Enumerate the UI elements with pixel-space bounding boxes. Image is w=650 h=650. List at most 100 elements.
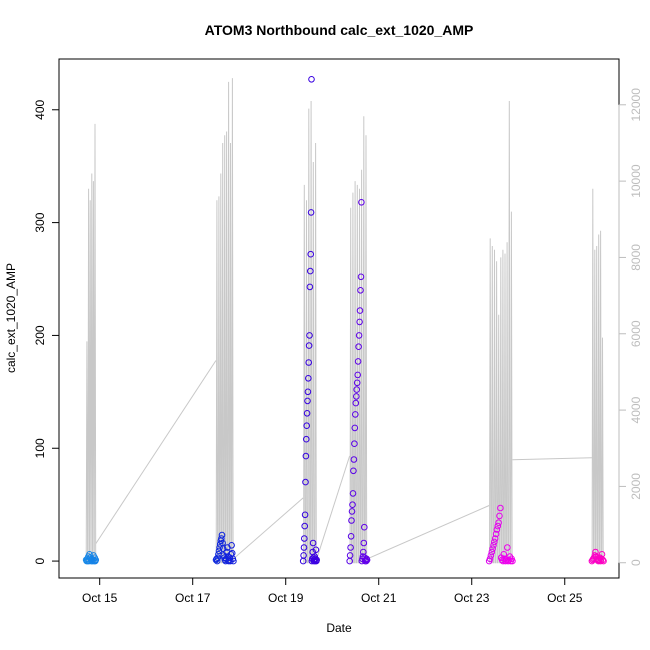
y-axis-right: 0 2000 4000 6000 8000 10000 12000 bbox=[618, 88, 643, 566]
data-point bbox=[493, 526, 501, 533]
data-point bbox=[360, 539, 368, 547]
data-point bbox=[301, 511, 309, 519]
data-point bbox=[504, 544, 511, 551]
data-point bbox=[354, 371, 362, 379]
x-tick-label: Oct 25 bbox=[547, 591, 583, 605]
data-point bbox=[509, 557, 516, 565]
data-point bbox=[349, 490, 357, 497]
data-point bbox=[489, 545, 496, 553]
data-point bbox=[356, 318, 363, 326]
data-point bbox=[490, 542, 497, 549]
data-point bbox=[592, 548, 599, 556]
data-point bbox=[307, 267, 314, 275]
data-point bbox=[495, 519, 502, 527]
data-point bbox=[303, 422, 311, 430]
data-point bbox=[302, 452, 310, 460]
data-point bbox=[305, 342, 313, 349]
data-point bbox=[214, 554, 222, 562]
x-tick-label: Oct 19 bbox=[268, 591, 304, 605]
line-segment-3 bbox=[349, 116, 368, 564]
line-segment-0 bbox=[85, 123, 97, 564]
data-point bbox=[350, 456, 358, 463]
data-point bbox=[347, 544, 354, 551]
line-segment-4 bbox=[489, 100, 513, 564]
data-point bbox=[357, 273, 365, 281]
data-point bbox=[350, 467, 357, 475]
y-axis-label: calc_ext_1020_AMP bbox=[4, 263, 18, 373]
data-point bbox=[497, 504, 504, 512]
data-point bbox=[305, 359, 313, 366]
data-point bbox=[346, 552, 354, 559]
y-tick-label: 300 bbox=[33, 212, 47, 232]
line-segment-2 bbox=[303, 100, 317, 564]
x-tick-label: Oct 17 bbox=[175, 591, 211, 605]
data-point bbox=[301, 535, 308, 542]
line-connector-4 bbox=[512, 457, 592, 461]
data-point bbox=[486, 555, 494, 563]
line-segment-5 bbox=[591, 188, 604, 564]
data-point bbox=[355, 332, 363, 339]
y2-tick-label: 10000 bbox=[629, 164, 643, 198]
data-point bbox=[313, 556, 321, 564]
data-point bbox=[492, 530, 500, 538]
line-connector-3 bbox=[366, 505, 490, 560]
line-segment-1 bbox=[215, 78, 234, 564]
data-point bbox=[355, 343, 362, 351]
data-point bbox=[351, 424, 359, 432]
data-point bbox=[349, 501, 356, 509]
data-point bbox=[500, 551, 508, 558]
line-connector-0 bbox=[95, 360, 217, 544]
points-series-layer bbox=[82, 76, 607, 565]
data-point bbox=[307, 209, 315, 216]
data-point bbox=[496, 512, 503, 520]
data-point bbox=[352, 411, 359, 418]
line-connector-1 bbox=[233, 497, 304, 560]
data-point bbox=[304, 388, 312, 396]
data-point bbox=[352, 399, 360, 407]
chart-title: ATOM3 Northbound calc_ext_1020_AMP bbox=[205, 22, 474, 38]
data-point bbox=[218, 535, 225, 542]
data-point bbox=[363, 556, 371, 564]
data-point bbox=[353, 386, 361, 393]
data-point bbox=[306, 332, 313, 339]
data-point bbox=[305, 375, 312, 382]
data-point bbox=[357, 287, 364, 294]
data-point bbox=[353, 393, 360, 400]
x-tick-label: Oct 21 bbox=[361, 591, 397, 605]
y2-tick-label: 8000 bbox=[629, 244, 643, 271]
data-point bbox=[348, 508, 356, 515]
data-point bbox=[216, 544, 223, 551]
y2-tick-label: 0 bbox=[629, 559, 643, 566]
data-point bbox=[228, 542, 235, 549]
data-point bbox=[218, 531, 226, 539]
data-point bbox=[307, 250, 315, 258]
data-point bbox=[358, 199, 365, 206]
data-point bbox=[302, 478, 309, 486]
y-tick-label: 100 bbox=[33, 438, 47, 458]
data-point bbox=[362, 557, 370, 565]
y2-tick-label: 2000 bbox=[629, 473, 643, 500]
data-point bbox=[92, 556, 100, 564]
y2-tick-label: 4000 bbox=[629, 396, 643, 423]
data-point bbox=[304, 397, 311, 405]
plot-area-frame bbox=[58, 58, 620, 579]
data-point bbox=[300, 552, 307, 559]
data-point bbox=[300, 544, 308, 551]
data-point bbox=[600, 557, 607, 565]
line-connector-2 bbox=[316, 455, 351, 560]
y2-tick-label: 6000 bbox=[629, 320, 643, 347]
data-point bbox=[347, 533, 355, 540]
y-tick-label: 200 bbox=[33, 325, 47, 345]
data-point bbox=[301, 522, 309, 530]
x-tick-label: Oct 23 bbox=[454, 591, 490, 605]
data-point bbox=[213, 557, 221, 565]
data-point bbox=[303, 410, 311, 417]
data-point bbox=[351, 440, 358, 448]
data-point bbox=[488, 548, 496, 556]
y-tick-label: 400 bbox=[33, 99, 47, 119]
data-point bbox=[308, 76, 315, 83]
data-point bbox=[230, 557, 237, 565]
data-point bbox=[356, 307, 364, 314]
x-axis: Oct 15 Oct 17 Oct 19 Oct 21 Oct 23 Oct 25 bbox=[82, 577, 583, 605]
